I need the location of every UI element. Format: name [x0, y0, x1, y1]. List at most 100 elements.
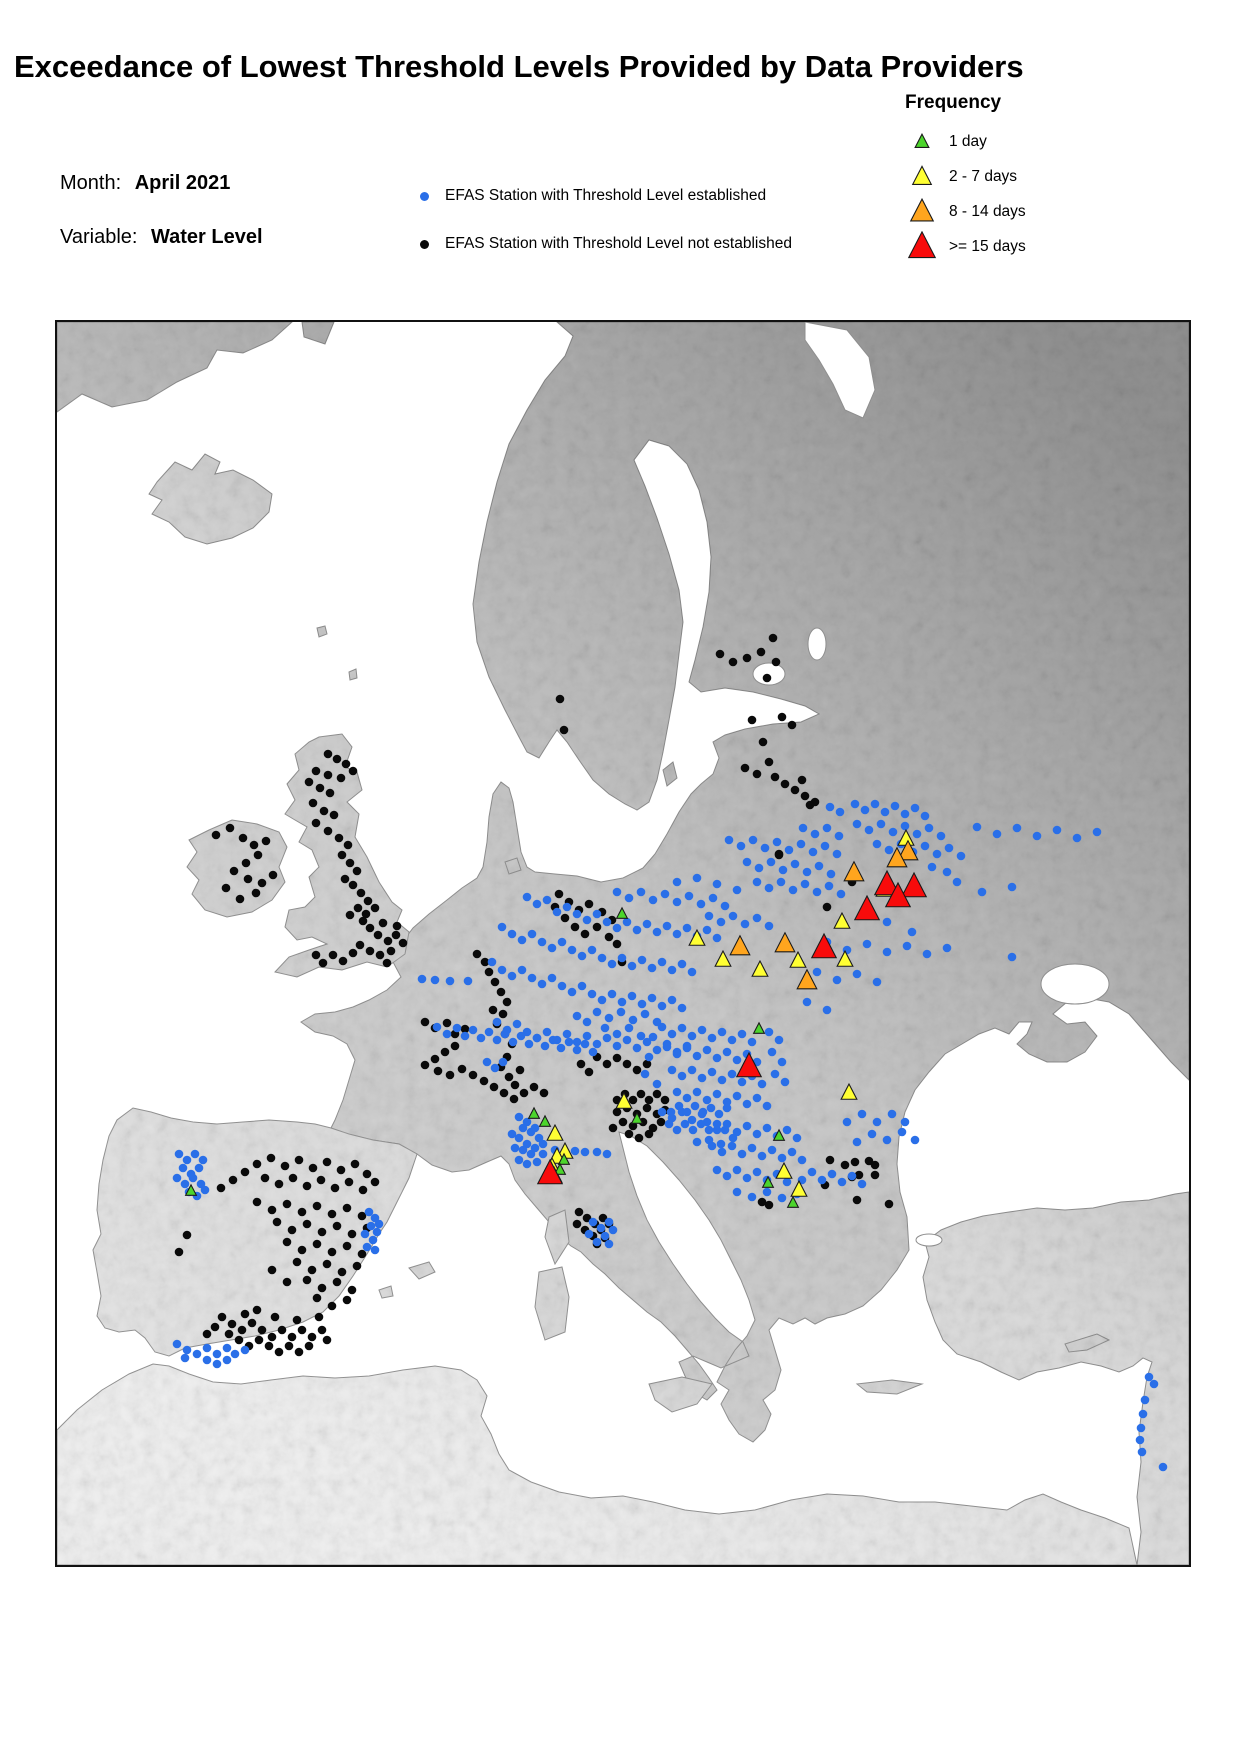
station-dot-established: [366, 1221, 376, 1231]
station-dot-not-established: [327, 1301, 337, 1311]
station-dot-not-established: [515, 1065, 525, 1075]
station-dot-established: [572, 909, 582, 919]
station-dot-established: [852, 969, 862, 979]
station-dot-not-established: [260, 1173, 270, 1183]
station-dot-established: [647, 963, 657, 973]
station-dot-established: [682, 1107, 692, 1117]
station-dot-established: [822, 1005, 832, 1015]
station-dot-not-established: [560, 913, 570, 923]
station-dot-established: [832, 975, 842, 985]
station-dot-not-established: [308, 798, 318, 808]
exceedance-marker-green: [752, 1021, 766, 1034]
exceedance-marker-green: [553, 1162, 567, 1175]
station-dot-established: [876, 819, 886, 829]
station-dot-established: [740, 919, 750, 929]
station-dot-established: [652, 1079, 662, 1089]
station-dot-not-established: [612, 1053, 622, 1063]
exceedance-marker-yellow: [615, 1091, 633, 1109]
station-dot-not-established: [559, 725, 569, 735]
station-dot-not-established: [472, 949, 482, 959]
station-dot-established: [194, 1163, 204, 1173]
station-dot-established: [616, 1007, 626, 1017]
exceedance-marker-red: [900, 871, 928, 898]
station-dot-established: [556, 1043, 566, 1053]
station-dot-established: [430, 975, 440, 985]
station-dot-not-established: [602, 1059, 612, 1069]
station-dot-not-established: [307, 1265, 317, 1275]
station-dot-established: [796, 839, 806, 849]
exceedance-marker-green: [786, 1195, 800, 1208]
station-dot-established: [500, 1029, 510, 1039]
station-dot-established: [632, 1043, 642, 1053]
station-dot-not-established: [240, 1167, 250, 1177]
station-dot-not-established: [337, 850, 347, 860]
station-dot-not-established: [660, 1095, 670, 1105]
station-dot-established: [602, 1149, 612, 1159]
station-dot-established: [672, 877, 682, 887]
station-dot-not-established: [253, 850, 263, 860]
frequency-item-1-day: 1 day: [905, 124, 1026, 159]
station-dot-established: [370, 1245, 380, 1255]
station-dot-established: [712, 1125, 722, 1135]
station-dot-established: [627, 991, 637, 1001]
station-dot-established: [463, 976, 473, 986]
station-dot-established: [762, 1101, 772, 1111]
station-dot-not-established: [221, 883, 231, 893]
station-dot-established: [956, 851, 966, 861]
station-dot-established: [936, 831, 946, 841]
station-dot-established: [707, 1033, 717, 1043]
station-dot-established: [712, 1053, 722, 1063]
station-dot-not-established: [854, 1170, 864, 1180]
station-dot-established: [887, 1109, 897, 1119]
station-dot-established: [732, 1187, 742, 1197]
station-dot-established: [762, 1187, 772, 1197]
station-dot-established: [584, 1229, 594, 1239]
exceedance-marker-red: [735, 1051, 763, 1078]
station-dot-not-established: [336, 773, 346, 783]
station-dot-established: [580, 1147, 590, 1157]
station-dot-established: [712, 879, 722, 889]
station-dot-established: [1136, 1423, 1146, 1433]
station-dot-not-established: [297, 1325, 307, 1335]
station-dot-not-established: [358, 1185, 368, 1195]
station-dot-established: [702, 1095, 712, 1105]
station-dot-established: [687, 1115, 697, 1125]
station-dot-not-established: [628, 1095, 638, 1105]
station-dot-established: [752, 1129, 762, 1139]
station-dot-established: [780, 1077, 790, 1087]
frequency-label-8-14-days: 8 - 14 days: [949, 202, 1026, 220]
station-dot-established: [857, 1179, 867, 1189]
station-dot-established: [596, 1223, 606, 1233]
station-dot-established: [852, 819, 862, 829]
variable-label: Variable:: [60, 226, 138, 248]
frequency-triangle-icon-2-7-days: [911, 164, 933, 185]
station-dot-not-established: [604, 932, 614, 942]
station-dot-not-established: [257, 1325, 267, 1335]
station-dot-established: [712, 933, 722, 943]
station-dot-established: [822, 823, 832, 833]
station-dot-not-established: [235, 894, 245, 904]
station-dot-not-established: [370, 903, 380, 913]
station-dot-established: [860, 805, 870, 815]
station-dot-established: [507, 929, 517, 939]
station-dot-established: [927, 862, 937, 872]
station-dot-not-established: [768, 633, 778, 643]
station-dot-established: [697, 1073, 707, 1083]
station-dot-established: [652, 1017, 662, 1027]
station-dot-not-established: [343, 840, 353, 850]
frequency-legend: Frequency 1 day 2 - 7 days 8 - 14 days >= 1…: [905, 92, 1026, 264]
station-dot-not-established: [365, 946, 375, 956]
station-dot-established: [600, 1231, 610, 1241]
station-dot-not-established: [628, 1121, 638, 1131]
station-dot-established: [200, 1185, 210, 1195]
station-dot-established: [557, 937, 567, 947]
station-dot-not-established: [572, 1219, 582, 1229]
station-dot-established: [842, 1117, 852, 1127]
station-dot-not-established: [332, 1277, 342, 1287]
station-dot-not-established: [247, 1318, 257, 1328]
station-dot-not-established: [266, 1153, 276, 1163]
station-dot-established: [600, 1023, 610, 1033]
station-dot-not-established: [252, 1159, 262, 1169]
station-dot-established: [747, 1037, 757, 1047]
station-dot-not-established: [383, 936, 393, 946]
